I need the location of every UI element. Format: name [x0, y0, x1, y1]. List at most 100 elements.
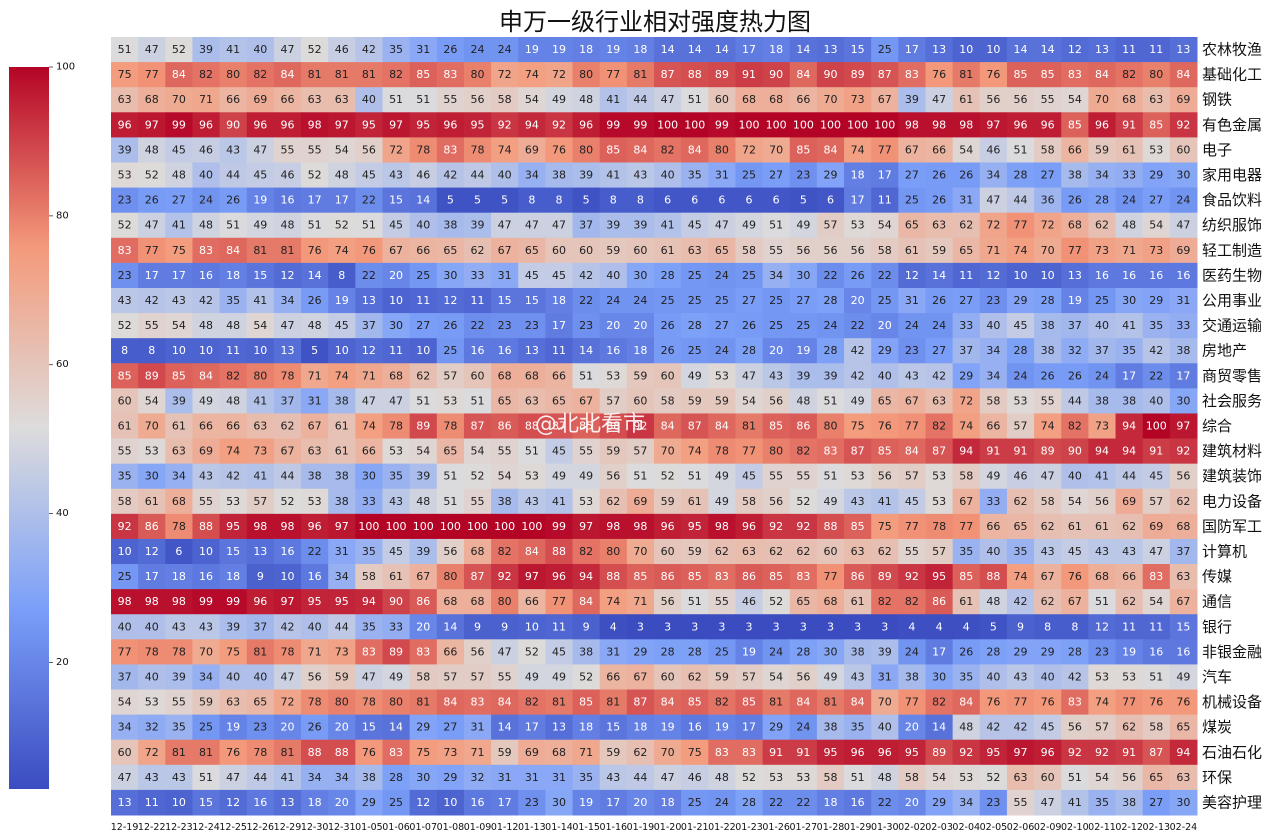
heatmap-cell [735, 413, 764, 440]
cell-value-label: 29 [633, 645, 647, 658]
cell-value-label: 14 [932, 269, 946, 282]
cell-value-label: 18 [851, 169, 865, 182]
heatmap-cell [301, 413, 329, 440]
heatmap-cell [762, 187, 791, 214]
heatmap-cell [518, 438, 546, 465]
cell-value-label: 4 [908, 620, 915, 633]
heatmap-cell [735, 714, 764, 741]
cell-value-label: 45 [1068, 545, 1082, 558]
cell-value-label: 11 [389, 344, 403, 357]
cell-value-label: 16 [1149, 269, 1163, 282]
cell-value-label: 51 [633, 470, 647, 483]
heatmap-cell [898, 363, 926, 389]
heatmap-cell [1115, 413, 1144, 440]
heatmap-cell [328, 388, 356, 414]
heatmap-cell [491, 112, 519, 138]
cell-value-label: 8 [610, 194, 617, 207]
heatmap-cell [273, 714, 302, 741]
row-label: 电力设备 [1202, 492, 1262, 510]
heatmap-cell [436, 237, 465, 264]
heatmap-cell [1006, 262, 1035, 289]
cell-value-label: 76 [1149, 696, 1163, 709]
cell-value-label: 97 [1014, 746, 1028, 759]
cell-value-label: 66 [606, 670, 620, 683]
cell-value-label: 48 [199, 219, 213, 232]
cell-value-label: 65 [525, 244, 539, 257]
heatmap-cell [599, 112, 628, 138]
heatmap-cell [192, 513, 221, 540]
cell-value-label: 27 [796, 294, 810, 307]
column-label: 02-11 [1088, 822, 1116, 833]
heatmap-cell [545, 187, 574, 214]
heatmap-cell [491, 664, 519, 691]
cell-value-label: 10 [172, 344, 186, 357]
cell-value-label: 76 [552, 143, 566, 156]
heatmap-cell [844, 313, 872, 339]
cell-value-label: 57 [1014, 420, 1028, 433]
cell-value-label: 10 [959, 43, 973, 56]
cell-value-label: 71 [471, 746, 485, 759]
cell-value-label: 94 [525, 118, 539, 131]
heatmap-cell [1169, 689, 1198, 716]
cell-value-label: 23 [525, 319, 539, 332]
heatmap-cell [1034, 137, 1062, 163]
heatmap-cell [1006, 589, 1035, 615]
cell-value-label: 58 [416, 670, 430, 683]
heatmap-cell [246, 789, 275, 816]
heatmap-cell [626, 538, 655, 565]
cell-value-label: 48 [280, 219, 294, 232]
heatmap-cell [1034, 538, 1062, 565]
cell-value-label: 78 [362, 696, 376, 709]
heatmap-cell [898, 338, 926, 364]
heatmap-cell [1006, 187, 1035, 214]
heatmap-cell [409, 513, 438, 540]
cell-value-label: 3 [637, 620, 644, 633]
heatmap-cell [1142, 789, 1171, 816]
heatmap-cell [518, 338, 546, 364]
cell-value-label: 68 [498, 369, 512, 382]
heatmap-cell [925, 187, 954, 214]
cell-value-label: 77 [145, 68, 159, 81]
cell-value-label: 78 [416, 143, 430, 156]
cell-value-label: 87 [851, 445, 865, 458]
heatmap-cell [708, 764, 736, 791]
heatmap-cell [518, 37, 546, 63]
cell-value-label: 84 [579, 595, 593, 608]
cell-value-label: 52 [308, 43, 322, 56]
cell-value-label: 19 [661, 721, 675, 734]
cell-value-label: 55 [498, 670, 512, 683]
cell-value-label: 10 [416, 344, 430, 357]
cell-value-label: 51 [118, 43, 132, 56]
cell-value-label: 71 [308, 369, 322, 382]
cell-value-label: 33 [471, 269, 485, 282]
heatmap-cell [572, 187, 601, 214]
cell-value-label: 27 [1149, 194, 1163, 207]
heatmap-cell [219, 538, 248, 565]
heatmap-cell [491, 488, 519, 515]
cell-value-label: 45 [742, 470, 756, 483]
heatmap-cell [463, 513, 492, 540]
cell-value-label: 8 [1044, 620, 1051, 633]
heatmap-cell [545, 363, 574, 389]
heatmap-cell [436, 714, 465, 741]
heatmap-cell [979, 187, 1008, 214]
heatmap-cell [328, 664, 356, 691]
heatmap-cell [355, 614, 383, 640]
heatmap-cell [599, 739, 628, 766]
cell-value-label: 87 [552, 420, 566, 433]
cell-value-label: 59 [606, 746, 620, 759]
cell-value-label: 83 [742, 746, 756, 759]
cell-value-label: 40 [661, 169, 675, 182]
cell-value-label: 18 [226, 570, 240, 583]
heatmap-cell [1088, 162, 1117, 189]
cell-value-label: 66 [986, 520, 1000, 533]
cell-value-label: 85 [606, 143, 620, 156]
cell-value-label: 16 [253, 796, 267, 809]
heatmap-cell [654, 187, 682, 214]
heatmap-cell [355, 789, 383, 816]
cell-value-label: 82 [1122, 68, 1136, 81]
cell-value-label: 71 [986, 244, 1000, 257]
cell-value-label: 38 [498, 495, 512, 508]
heatmap-cell [111, 664, 139, 691]
cell-value-label: 96 [878, 746, 892, 759]
